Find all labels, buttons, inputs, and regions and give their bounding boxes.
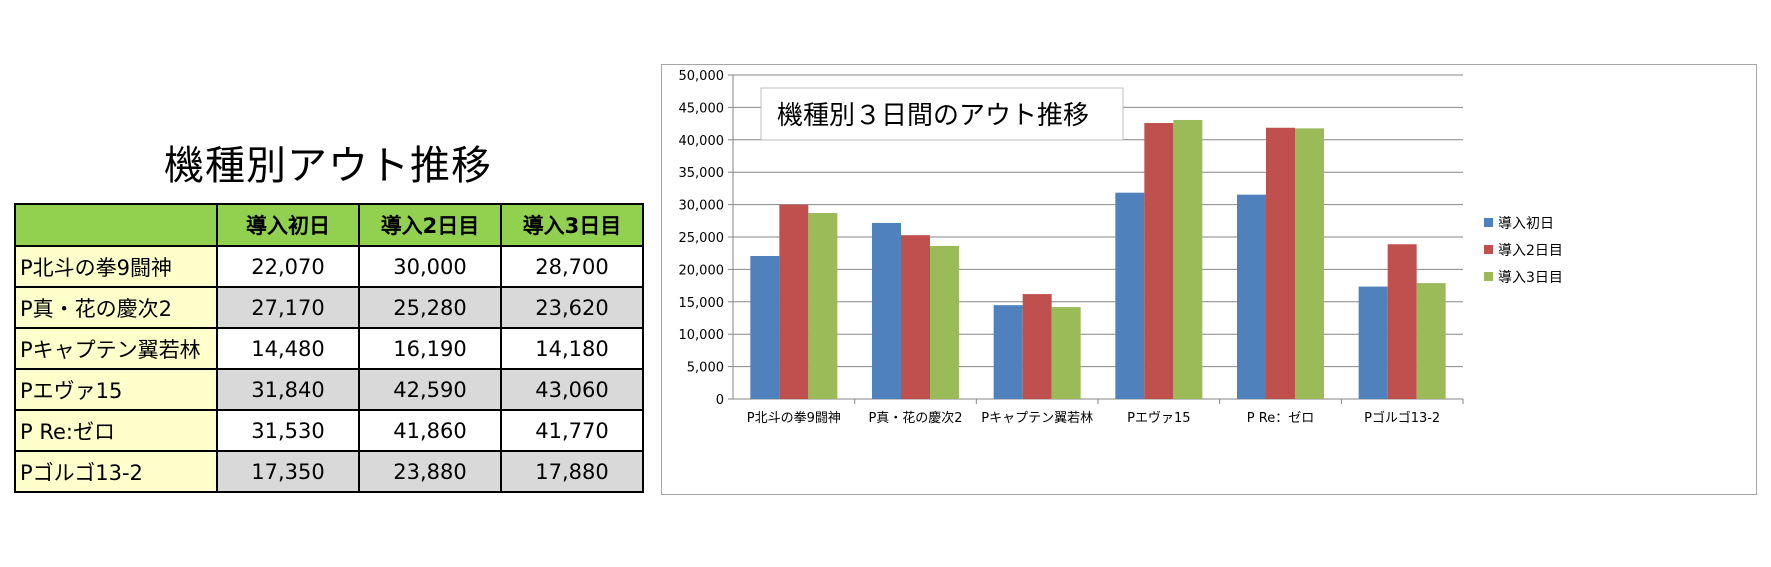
bar bbox=[930, 245, 959, 399]
y-tick-label: 5,000 bbox=[687, 361, 724, 376]
cell-day1: 31,840 bbox=[216, 368, 360, 411]
bar bbox=[1115, 192, 1145, 399]
chart-container: 0 5,000 10,000 15,000 20,000 25,000 30,000 35,0… bbox=[661, 64, 1757, 495]
bar bbox=[1144, 123, 1174, 400]
chart-title-box bbox=[760, 87, 1124, 141]
cell-day2: 25,280 bbox=[358, 286, 502, 329]
table-title: 機種別アウト推移 bbox=[164, 143, 492, 189]
bar bbox=[1022, 294, 1052, 399]
cell-day2: 42,590 bbox=[358, 368, 502, 411]
row-name: Pキャプテン翼若林 bbox=[14, 327, 218, 370]
cell-day3: 28,700 bbox=[500, 245, 644, 288]
legend-swatch bbox=[1484, 245, 1493, 254]
cell-day1: 31,530 bbox=[216, 409, 360, 452]
x-tick-label: P真・花の慶次2 bbox=[868, 410, 962, 426]
bar bbox=[1266, 127, 1295, 400]
bar-chart: 0 5,000 10,000 15,000 20,000 25,000 30,000 35,0… bbox=[679, 69, 1563, 426]
y-tick-label: 10,000 bbox=[679, 328, 725, 343]
cell-day3: 14,180 bbox=[500, 327, 644, 370]
header-day2: 導入2日目 bbox=[358, 203, 502, 247]
chart-title: 機種別３日間のアウト推移 bbox=[777, 101, 1089, 131]
table-row: P北斗の拳9闘神 22,070 30,000 28,700 bbox=[14, 245, 644, 288]
legend-label: 導入3日目 bbox=[1498, 270, 1563, 286]
header-day3: 導入3日目 bbox=[500, 203, 644, 247]
bar bbox=[1173, 119, 1203, 400]
bar bbox=[993, 305, 1023, 399]
cell-day2: 41,860 bbox=[358, 409, 502, 452]
row-name: Pエヴァ15 bbox=[14, 368, 218, 411]
row-name: P真・花の慶次2 bbox=[14, 286, 218, 329]
legend-label: 導入2日目 bbox=[1498, 243, 1563, 259]
bar bbox=[1237, 194, 1266, 399]
row-name: P Re:ゼロ bbox=[14, 409, 218, 452]
bar bbox=[1387, 244, 1417, 399]
cell-day1: 27,170 bbox=[216, 286, 360, 329]
y-tick-label: 20,000 bbox=[679, 263, 725, 278]
table-row: P真・花の慶次2 27,170 25,280 23,620 bbox=[14, 286, 644, 329]
x-tick-label: Pゴルゴ13-2 bbox=[1364, 410, 1440, 426]
y-tick-label: 25,000 bbox=[679, 231, 725, 246]
table-row: P Re:ゼロ 31,530 41,860 41,770 bbox=[14, 409, 644, 452]
bar bbox=[779, 204, 809, 399]
cell-day2: 16,190 bbox=[358, 327, 502, 370]
bar bbox=[750, 255, 780, 399]
y-tick-label: 0 bbox=[716, 393, 724, 408]
cell-day3: 41,770 bbox=[500, 409, 644, 452]
cell-day3: 43,060 bbox=[500, 368, 644, 411]
legend-swatch bbox=[1484, 272, 1493, 281]
cell-day1: 17,350 bbox=[216, 450, 360, 493]
legend-label: 導入初日 bbox=[1498, 215, 1554, 232]
row-name: Pゴルゴ13-2 bbox=[14, 450, 218, 493]
cell-day3: 23,620 bbox=[500, 286, 644, 329]
table-row: Pゴルゴ13-2 17,350 23,880 17,880 bbox=[14, 450, 644, 493]
bar bbox=[872, 222, 901, 399]
x-tick-label: Pエヴァ15 bbox=[1127, 410, 1190, 426]
x-tick-label: P北斗の拳9闘神 bbox=[747, 410, 841, 426]
cell-day1: 22,070 bbox=[216, 245, 360, 288]
header-corner bbox=[14, 203, 218, 247]
table-row: Pエヴァ15 31,840 42,590 43,060 bbox=[14, 368, 644, 411]
table-row: Pキャプテン翼若林 14,480 16,190 14,180 bbox=[14, 327, 644, 370]
y-tick-label: 15,000 bbox=[679, 296, 725, 311]
table-header-row: 導入初日 導入2日目 導入3日目 bbox=[14, 203, 644, 247]
bar bbox=[1416, 283, 1446, 399]
cell-day2: 23,880 bbox=[358, 450, 502, 493]
bar bbox=[808, 213, 838, 399]
header-day1: 導入初日 bbox=[216, 203, 360, 247]
x-tick-label: Pキャプテン翼若林 bbox=[981, 410, 1093, 426]
x-tick-label: P Re：ゼロ bbox=[1247, 411, 1314, 426]
cell-day1: 14,480 bbox=[216, 327, 360, 370]
y-tick-label: 50,000 bbox=[679, 69, 725, 84]
y-tick-label: 30,000 bbox=[679, 199, 725, 214]
bar bbox=[1358, 286, 1388, 399]
y-tick-label: 35,000 bbox=[679, 166, 725, 181]
bar bbox=[1051, 307, 1081, 399]
y-tick-label: 40,000 bbox=[679, 134, 725, 149]
cell-day2: 30,000 bbox=[358, 245, 502, 288]
bar bbox=[1295, 128, 1324, 400]
y-tick-label: 45,000 bbox=[679, 101, 725, 116]
cell-day3: 17,880 bbox=[500, 450, 644, 493]
bar bbox=[901, 235, 930, 399]
data-table: 導入初日 導入2日目 導入3日目 P北斗の拳9闘神 22,070 30,000 … bbox=[14, 203, 644, 493]
row-name: P北斗の拳9闘神 bbox=[14, 245, 218, 288]
legend-swatch bbox=[1484, 218, 1493, 227]
